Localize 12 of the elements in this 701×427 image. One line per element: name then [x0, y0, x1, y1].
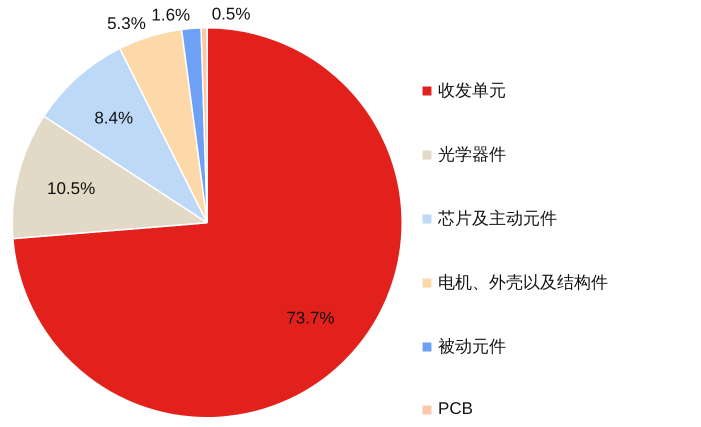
data-label: 1.6% [151, 5, 190, 24]
data-label: 0.5% [212, 4, 250, 24]
data-label: 5.3% [107, 14, 146, 33]
legend-label: 芯片及主动元件 [438, 208, 557, 230]
legend-label: 被动元件 [438, 336, 506, 358]
legend-label: 光学器件 [438, 144, 506, 166]
legend-label: PCB [438, 399, 473, 419]
legend-label: 收发单元 [438, 80, 506, 102]
data-label: 73.7% [286, 308, 335, 328]
data-label: 10.5% [47, 178, 96, 198]
data-label: 8.4% [94, 108, 134, 128]
legend-label: 电机、外壳以及结构件 [438, 272, 608, 294]
